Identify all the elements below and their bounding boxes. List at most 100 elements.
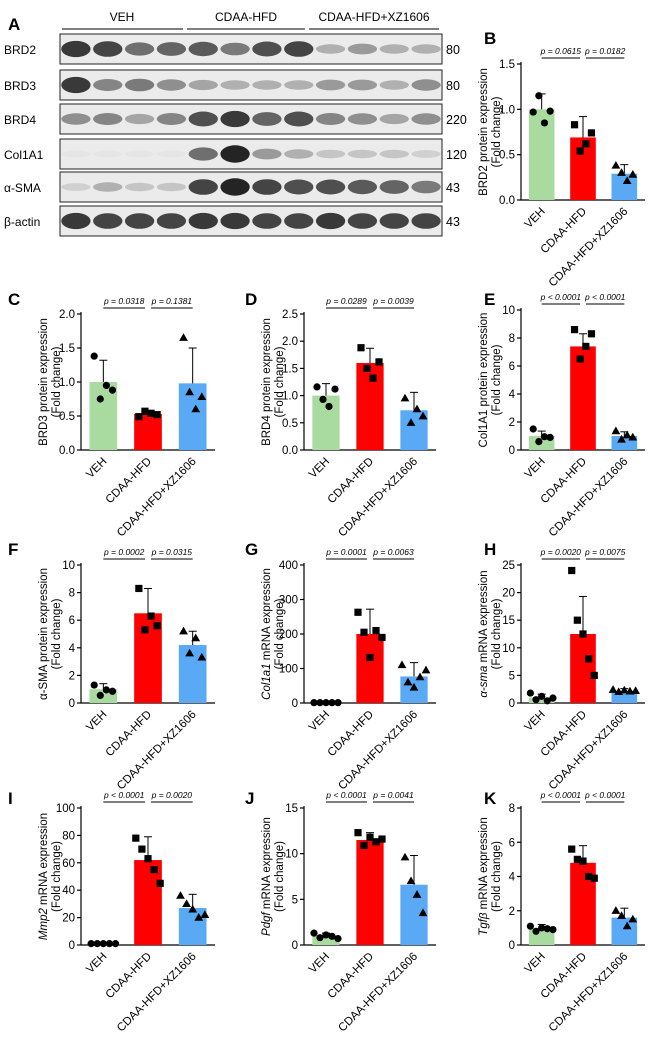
data-point-square (587, 129, 596, 137)
p-value-label: p = 0.0002 (103, 547, 145, 557)
x-category-label: CDAA-HFD+XZ1606 (115, 951, 199, 1035)
data-point-square (144, 855, 152, 863)
data-point-triangle (400, 852, 410, 861)
y-tick-label: 1.5 (59, 343, 75, 355)
data-point-circle (549, 925, 557, 934)
blot-band (315, 212, 346, 230)
blot-band (156, 213, 187, 229)
data-point-circle (90, 352, 98, 360)
blot-band (93, 150, 123, 158)
blot-band (188, 41, 218, 57)
bar-1 (312, 395, 340, 450)
blot-band (411, 180, 441, 194)
x-category-label: VEH (523, 951, 548, 976)
blot-band (379, 113, 409, 125)
y-tick-label: 0 (69, 698, 75, 710)
y-tick-label: 1.5 (282, 363, 298, 375)
y-tick-label: 4 (509, 872, 516, 884)
data-point-square (360, 841, 368, 850)
blot-protein-label: β-actin (4, 215, 40, 229)
data-point-triangle (406, 418, 416, 426)
data-point-square (585, 872, 593, 881)
data-point-circle (532, 927, 540, 935)
y-tick-label: 100 (279, 664, 298, 676)
data-point-triangle (412, 404, 422, 413)
group-label-1: VEH (110, 10, 135, 24)
blot-band (61, 76, 91, 94)
y-tick-label: 20 (502, 588, 515, 600)
y-tick-label: 6 (509, 837, 515, 849)
data-point-triangle (197, 652, 207, 661)
bar-2 (134, 860, 162, 945)
data-point-square (372, 838, 380, 846)
x-category-label: CDAA-HFD+XZ1606 (336, 951, 420, 1035)
y-tick-label: 0 (292, 940, 298, 952)
y-tick-label: 1.0 (282, 391, 298, 403)
group-label-3: CDAA-HFD+XZ1606 (318, 10, 429, 24)
blot-band (347, 213, 378, 229)
y-tick-label: 0.0 (499, 195, 515, 207)
data-point-circle (102, 381, 110, 389)
data-point-square (576, 147, 584, 155)
data-point-square (141, 626, 149, 634)
bar-3 (611, 173, 638, 200)
bar-3 (178, 645, 207, 703)
data-point-square (156, 879, 164, 887)
y-tick-label: 0.5 (282, 418, 298, 430)
data-point-circle (93, 940, 101, 948)
data-point-triangle (617, 168, 626, 176)
y-axis-label: α-SMA protein expression (38, 568, 50, 700)
panel-label-E: E (484, 290, 495, 309)
y-tick-label: 15 (285, 803, 298, 815)
blot-band (284, 80, 314, 90)
p-value-label: p = 0.0001 (325, 547, 367, 557)
panel-label-G: G (245, 540, 258, 559)
data-point-circle (532, 696, 540, 704)
data-point-square (132, 834, 140, 842)
bar-2 (356, 839, 384, 945)
data-point-circle (334, 935, 342, 943)
blot-band (220, 145, 250, 163)
data-point-triangle (191, 633, 201, 642)
y-tick-label: 2.0 (59, 309, 75, 321)
x-category-label: VEH (523, 456, 548, 481)
chart-panel-F: F 0 2 4 6 8 10 α-SMA protein expression (Fold ch… (8, 540, 215, 792)
p-value-label: p = 0.0182 (584, 46, 626, 56)
y-axis-label-units: (Fold change) (51, 598, 63, 669)
data-point-triangle (194, 913, 204, 921)
data-point-square (354, 608, 362, 616)
data-point-square (576, 355, 584, 363)
data-point-square (147, 612, 155, 620)
y-tick-label: 8 (69, 588, 75, 600)
data-point-square (573, 855, 581, 863)
data-point-square (568, 845, 576, 853)
y-tick-label: 5 (292, 894, 298, 906)
blot-kda-label: 80 (446, 43, 460, 57)
blot-band (124, 182, 155, 192)
blot-protein-label: BRD4 (4, 113, 36, 127)
x-category-label: CDAA-HFD+XZ1606 (547, 206, 631, 290)
x-category-label: VEH (523, 206, 548, 231)
blot-band (61, 113, 91, 125)
blot-band (188, 147, 218, 161)
data-point-square (366, 833, 374, 841)
data-point-circle (111, 940, 120, 948)
x-category-label: CDAA-HFD+XZ1606 (115, 456, 199, 540)
y-tick-label: 20 (62, 913, 75, 925)
blot-band (411, 113, 441, 125)
data-point-triangle (409, 682, 419, 691)
blot-band (124, 113, 155, 125)
blot-band (315, 44, 346, 54)
p-value-label: p = 0.0318 (103, 296, 145, 306)
p-value-label: p = 0.0041 (372, 790, 414, 800)
data-point-circle (313, 383, 321, 391)
blot-strip (59, 205, 443, 237)
blot-band (220, 212, 250, 230)
data-point-triangle (622, 176, 632, 185)
bar-3 (178, 908, 207, 945)
chart-panel-K: K 0 2 4 6 8 Tgfβ mRNA expression (Fold change) V… (478, 789, 645, 1034)
y-axis-label: Col1a1 mRNA expression (261, 568, 273, 700)
y-axis-label-units: (Fold change) (491, 841, 503, 912)
data-point-triangle (628, 432, 638, 441)
blot-band (220, 80, 250, 90)
